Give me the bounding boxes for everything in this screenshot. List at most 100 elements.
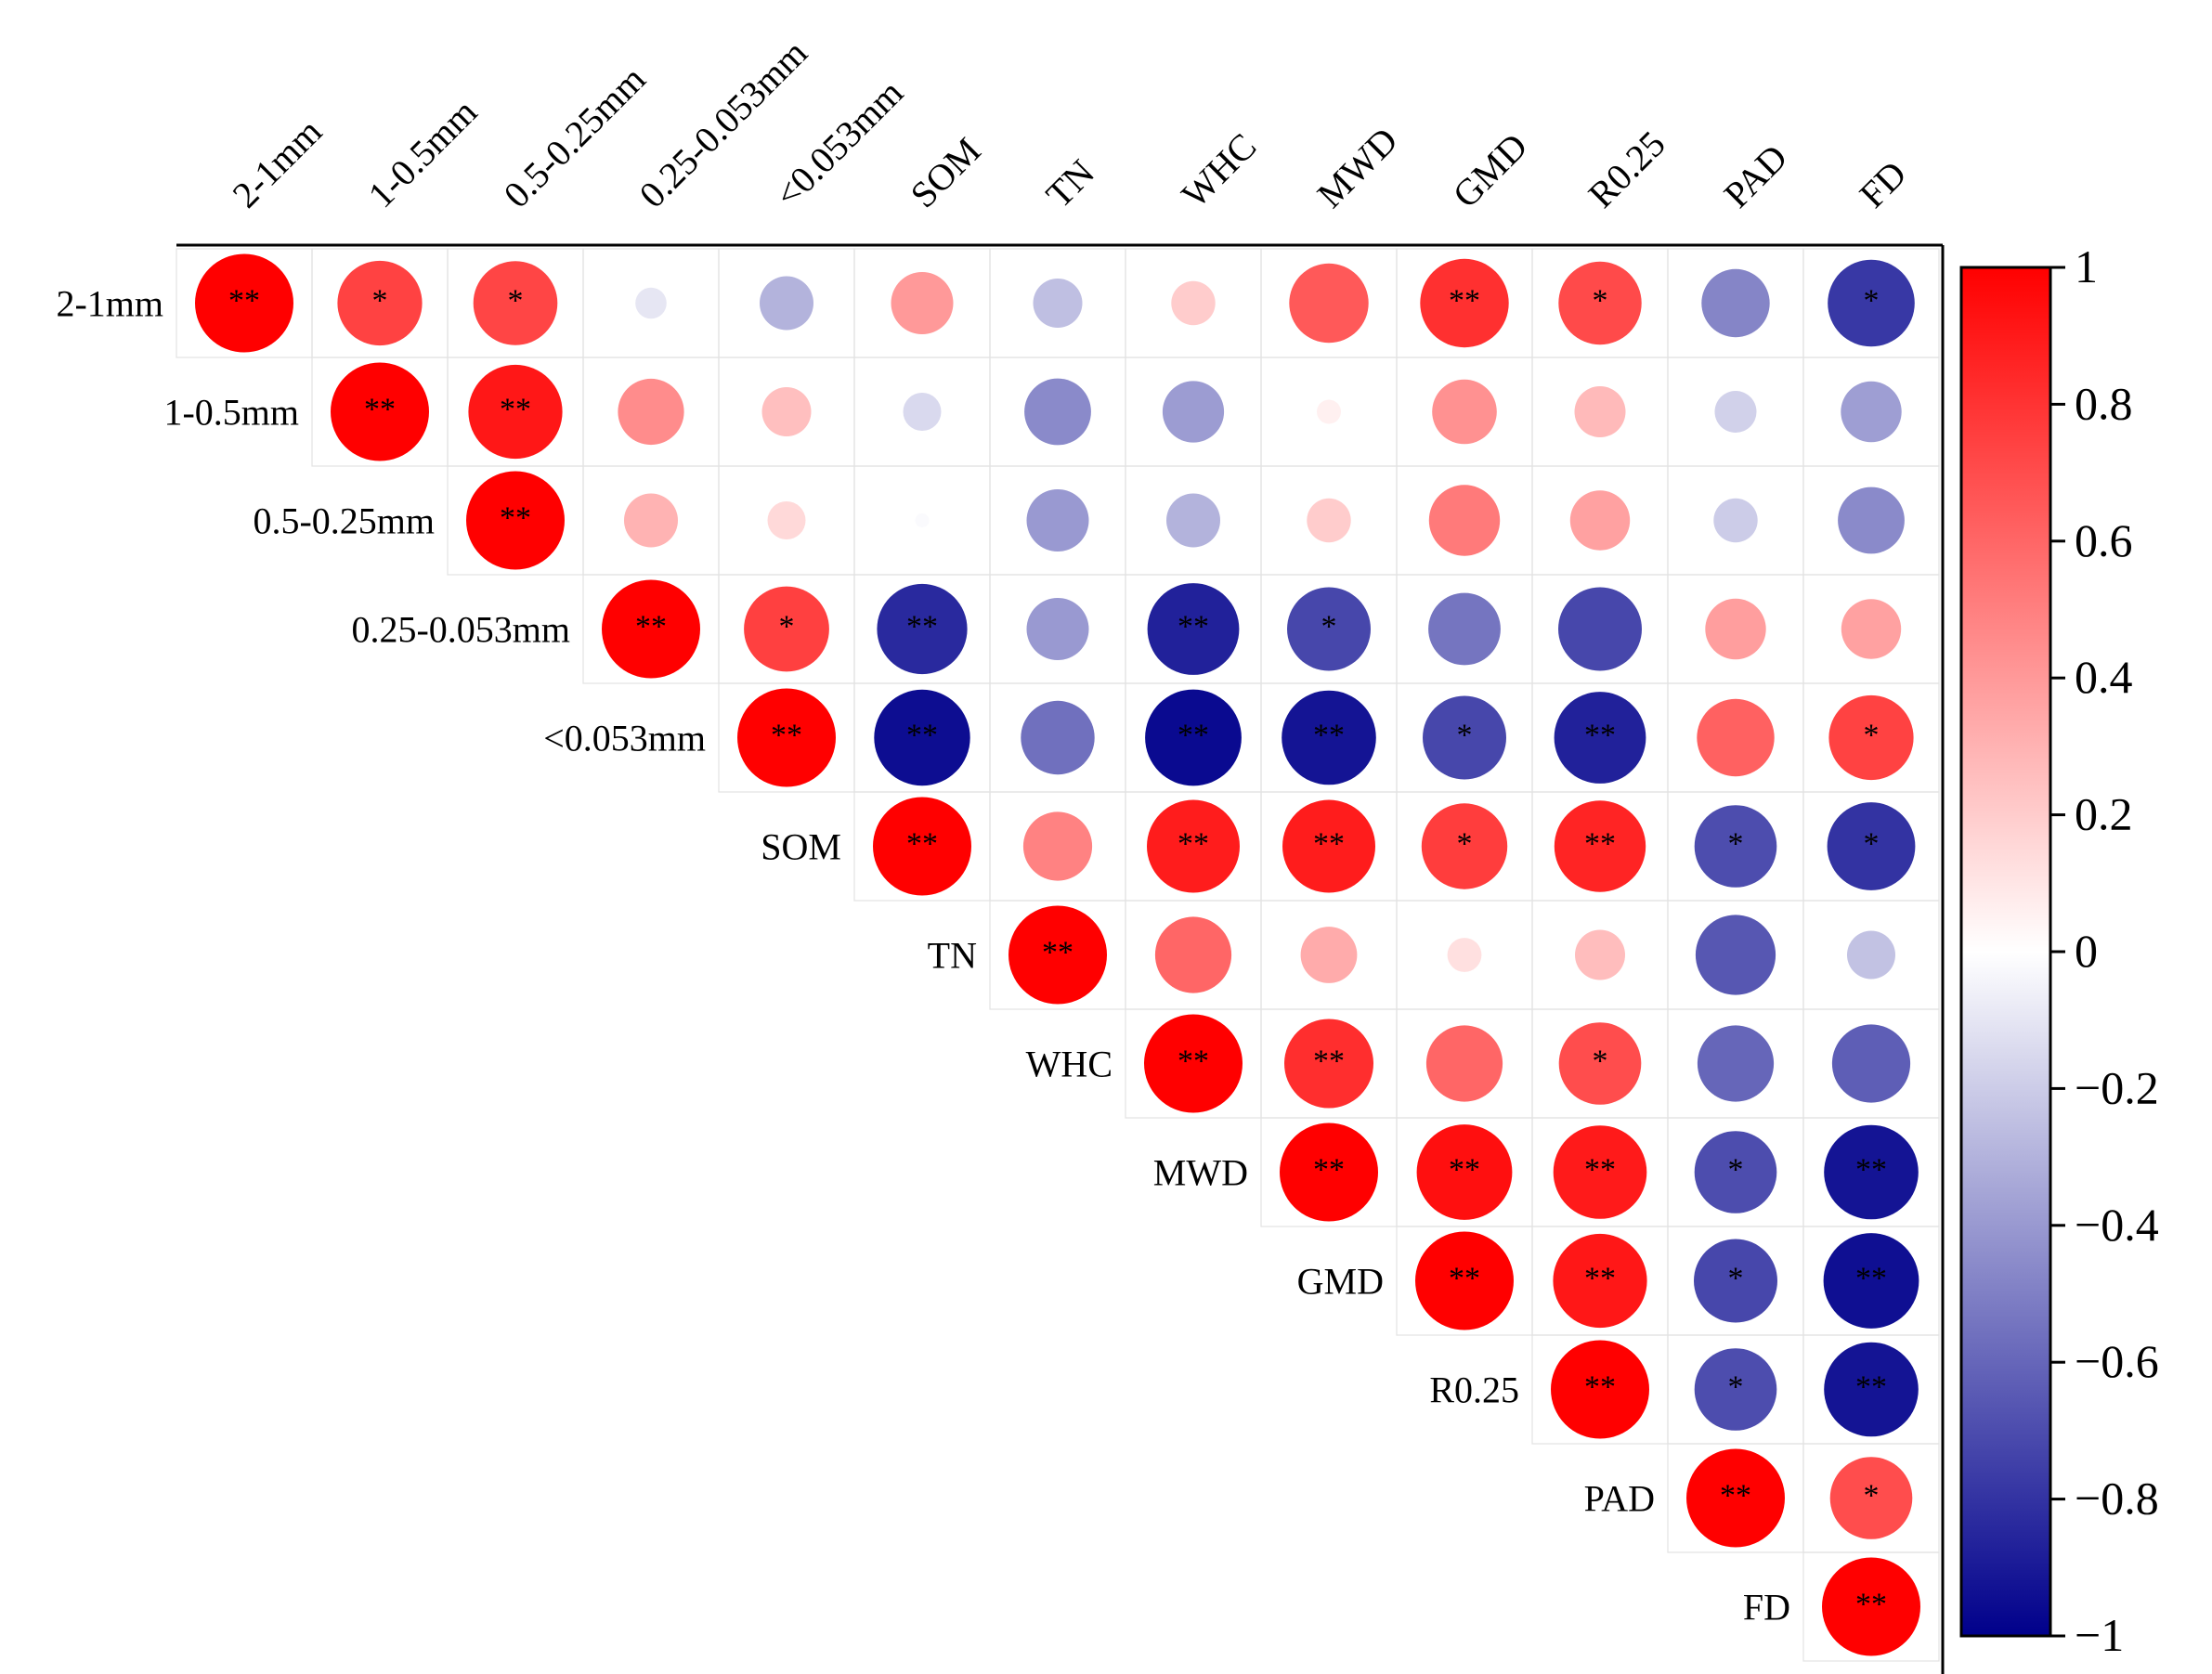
significance-4-10: ** <box>1584 719 1616 753</box>
row-label-gmd: GMD <box>1297 1261 1384 1303</box>
circle-2-1mm-whc <box>1171 280 1216 326</box>
row-label-r0-25: R0.25 <box>1429 1369 1519 1411</box>
circle-som-gmd <box>1421 803 1508 889</box>
circle-2-1mm-mwd <box>1289 263 1369 344</box>
circle-fd-fd <box>1822 1557 1920 1656</box>
significance-3-5: ** <box>906 610 938 644</box>
plot-frame <box>176 243 1945 1674</box>
significance-1-1: ** <box>364 393 396 427</box>
circle-whc-gmd <box>1425 1025 1503 1102</box>
circle-pad-pad <box>1686 1448 1785 1548</box>
row-label-whc: WHC <box>1026 1044 1113 1085</box>
circle-whc-fd <box>1831 1024 1911 1103</box>
colorbar-tick-label: −1 <box>2075 1609 2124 1661</box>
circle-whc-mwd <box>1284 1019 1373 1109</box>
significance-10-10: ** <box>1584 1370 1616 1405</box>
col-label-pad: PAD <box>1716 136 1796 216</box>
circle-1-0-5mm-som <box>903 393 942 431</box>
circle-1-0-5mm-whc <box>1162 381 1225 443</box>
significance-5-5: ** <box>906 827 938 862</box>
col-label-0-5-0-25mm: 0.5-0.25mm <box>496 58 654 215</box>
significance-4-8: ** <box>1313 719 1345 753</box>
circle-tn-fd <box>1847 930 1895 980</box>
significance-9-12: ** <box>1855 1262 1887 1296</box>
circle-som-som <box>873 797 971 896</box>
significance-8-9: ** <box>1449 1153 1480 1187</box>
colorbar-tick-label: −0.8 <box>2075 1473 2159 1525</box>
cell-grid <box>176 248 1940 1662</box>
circle-0-25-0-053mm-fd <box>1841 599 1902 659</box>
significance-marks: ** * * ** * *** ****** * ** ** *** ** ** ** * ** *** ** **… <box>228 284 1887 1622</box>
circle-0-053mm-pad <box>1697 698 1775 777</box>
circle-1-0-5mm-mwd <box>1317 399 1341 424</box>
significance-0-10: * <box>1593 284 1608 318</box>
circle-mwd-fd <box>1824 1124 1919 1220</box>
row-label-fd: FD <box>1743 1587 1790 1629</box>
significance-8-11: * <box>1728 1153 1744 1187</box>
circle-2-1mm-gmd <box>1420 258 1509 348</box>
significance-3-7: ** <box>1178 610 1209 644</box>
significance-4-5: ** <box>906 719 938 753</box>
circle-r0-25-pad <box>1694 1348 1777 1431</box>
circle-2-1mm-2-1mm <box>195 253 293 353</box>
circle-0-25-0-053mm-tn <box>1026 598 1089 660</box>
significance-1-2: ** <box>500 393 531 427</box>
circle-0-5-0-25mm-fd <box>1838 487 1905 554</box>
row-label-tn: TN <box>928 935 977 977</box>
circle-whc-whc <box>1144 1014 1243 1113</box>
column-labels: 2-1mm 1-0.5mm 0.5-0.25mm0.25-0.053mm<0.053… <box>225 32 1915 215</box>
circle-som-mwd <box>1282 799 1375 893</box>
circle-0-25-0-053mm-mwd <box>1287 587 1371 671</box>
circle-1-0-5mm-1-0-5mm <box>331 362 429 461</box>
significance-8-10: ** <box>1584 1153 1616 1187</box>
significance-4-4: ** <box>771 719 802 753</box>
circle-0-053mm-tn <box>1021 700 1095 775</box>
row-label-0-5-0-25mm: 0.5-0.25mm <box>253 500 435 542</box>
colorbar-tick-label: 0.8 <box>2075 377 2133 429</box>
row-labels: 2-1mm 1-0.5mm 0.5-0.25mm 0.25-0.053mm <0.053… <box>56 283 1790 1629</box>
significance-9-9: ** <box>1449 1262 1480 1296</box>
circle-tn-whc <box>1154 916 1232 993</box>
circle-1-0-5mm-r0-25 <box>1574 386 1626 437</box>
circle-som-pad <box>1694 805 1777 888</box>
significance-7-7: ** <box>1178 1045 1209 1079</box>
significance-5-11: * <box>1728 827 1744 862</box>
circle-som-fd <box>1827 802 1916 890</box>
circle-som-tn <box>1022 811 1093 881</box>
significance-4-12: * <box>1864 719 1880 753</box>
significance-5-12: * <box>1864 827 1880 862</box>
significance-9-11: * <box>1728 1262 1744 1296</box>
colorbar-tick-label: −0.2 <box>2075 1061 2159 1113</box>
circle-som-whc <box>1147 799 1240 893</box>
circle-2-1mm-1-0-5mm <box>337 260 423 346</box>
significance-5-9: * <box>1457 827 1473 862</box>
row-label-0-25-0-053mm: 0.25-0.053mm <box>351 609 570 651</box>
circle-mwd-pad <box>1694 1131 1777 1213</box>
circle-2-1mm-som <box>891 272 954 334</box>
circle-0-5-0-25mm-mwd <box>1307 498 1351 543</box>
significance-0-0: ** <box>228 284 260 318</box>
significance-3-8: * <box>1321 610 1337 644</box>
significance-3-4: * <box>779 610 795 644</box>
row-label-2-1mm: 2-1mm <box>56 283 163 325</box>
significance-0-9: ** <box>1449 284 1480 318</box>
circle-2-1mm-0-25-0-053mm <box>635 287 667 319</box>
circle-gmd-pad <box>1694 1239 1777 1323</box>
circle-0-5-0-25mm-0-053mm <box>767 501 806 539</box>
col-label-tn: TN <box>1038 151 1103 216</box>
circle-0-5-0-25mm-tn <box>1026 489 1089 552</box>
col-label-mwd: MWD <box>1309 119 1406 215</box>
significance-6-6: ** <box>1042 936 1073 970</box>
significance-0-2: * <box>508 284 524 318</box>
significance-11-12: * <box>1864 1479 1880 1513</box>
colorbar: 1 0.8 0.6 0.4 0.2 0 −0.2 −0.4 −0.6 −0.8 −1 <box>1959 240 2159 1661</box>
significance-5-7: ** <box>1178 827 1209 862</box>
significance-2-2: ** <box>500 501 531 536</box>
circle-0-25-0-053mm-0-25-0-053mm <box>602 579 700 679</box>
circle-2-1mm-0-5-0-25mm <box>473 261 558 345</box>
circle-mwd-r0-25 <box>1553 1125 1647 1219</box>
circle-0-25-0-053mm-pad <box>1705 598 1766 660</box>
colorbar-tick-label: 0 <box>2075 925 2098 977</box>
circle-2-1mm-0-053mm <box>760 276 813 331</box>
col-label-1-0-5mm: 1-0.5mm <box>360 91 486 216</box>
